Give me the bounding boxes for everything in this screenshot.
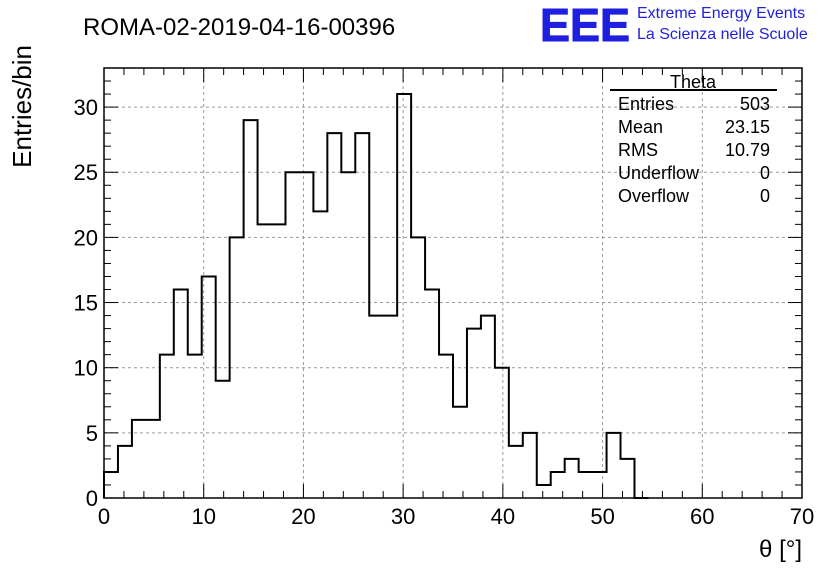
histogram-bin [355,133,369,498]
histogram-bin [327,133,341,498]
eee-logo-mark: EEE [540,0,630,51]
stats-row-value: 503 [740,94,770,114]
stats-row-label: Mean [618,117,663,137]
histogram-bin [467,329,481,498]
histogram-outline [103,93,649,499]
histogram-bin [481,316,495,498]
plot-frame [103,67,803,499]
histogram-bin [244,120,258,498]
x-tick-label: 40 [491,504,515,529]
histogram-bin [509,446,523,498]
y-tick-label: 25 [74,160,98,185]
x-axis-label: θ [°] [759,536,802,563]
x-tick-label: 50 [590,504,614,529]
histogram-bin [537,485,551,498]
histogram-bin [565,459,579,498]
histogram-bin [258,224,272,498]
stats-row-label: RMS [618,140,658,160]
histogram-bin [285,172,299,498]
histogram-bin [188,355,202,498]
chart-title: ROMA-02-2019-04-16-00396 [83,14,395,41]
histogram-bin [439,355,453,498]
histogram-bin [383,316,397,498]
y-tick-label: 30 [74,95,98,120]
histogram-bin [174,290,188,498]
stats-row-label: Underflow [618,163,700,183]
stats-row-label: Entries [618,94,674,114]
histogram-bin [118,446,132,498]
eee-logo-line2: La Scienza nelle Scuole [637,26,808,43]
x-tick-label: 70 [790,504,814,529]
x-tick-label: 0 [98,504,110,529]
stats-box: Theta Entries 503 Mean 23.15 RMS 10.79 Underfl… [610,72,777,206]
stats-row-value: 0 [760,163,770,183]
histogram-bin [146,420,160,498]
y-tick-label: 15 [74,291,98,316]
y-tick-label: 20 [74,225,98,250]
x-tick-label: 10 [191,504,215,529]
histogram-bin [453,407,467,498]
x-tick-label: 30 [391,504,415,529]
stats-row-value: 10.79 [725,140,770,160]
histogram-bin [607,433,621,498]
histogram-series [103,93,649,499]
histogram-bin [313,211,327,498]
histogram-bin [579,472,593,498]
histogram-bin [132,420,146,498]
histogram-bin [369,316,383,498]
y-tick-label: 10 [74,356,98,381]
axes [103,67,803,499]
stats-title: Theta [670,72,717,92]
histogram-bin [216,381,230,498]
x-tick-label: 20 [291,504,315,529]
y-tick-label: 5 [86,421,98,446]
stats-row-value: 0 [760,186,770,206]
stats-row-value: 23.15 [725,117,770,137]
grid-lines [104,68,802,498]
stats-row-label: Overflow [618,186,690,206]
histogram-bin [341,172,355,498]
y-axis-label: Entries/bin [7,45,37,168]
eee-logo-line1: Extreme Energy Events [637,5,805,22]
tick-labels: 0 10 20 30 40 50 60 70 0 5 10 15 20 25 30 [74,95,815,529]
histogram-bin [523,433,537,498]
eee-logo: EEE Extreme Energy Events La Scienza nel… [540,0,808,52]
histogram-bin [425,290,439,498]
histogram-bin [593,472,607,498]
histogram-bin [299,172,313,498]
histogram-bin [272,224,286,498]
x-tick-label: 60 [690,504,714,529]
y-tick-label: 0 [86,486,98,511]
histogram-bin [397,94,411,498]
histogram-bin [160,355,174,498]
